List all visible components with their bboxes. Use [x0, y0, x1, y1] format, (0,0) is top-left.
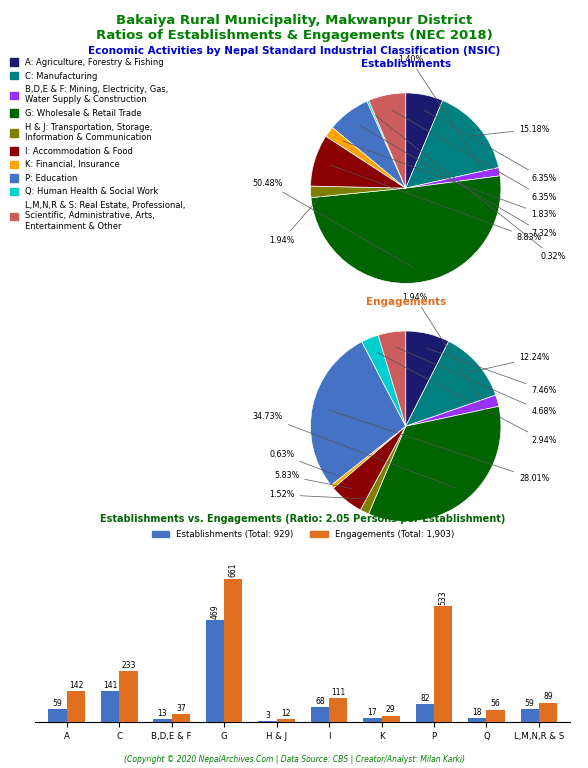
Text: 1.40%: 1.40% — [398, 55, 484, 172]
Bar — [434, 607, 452, 722]
Text: 7.46%: 7.46% — [427, 349, 556, 395]
Text: 34.73%: 34.73% — [252, 412, 455, 488]
Text: 18: 18 — [473, 708, 482, 717]
Legend: A: Agriculture, Forestry & Fishing, C: Manufacturing, B,D,E & F: Mining, Electri: A: Agriculture, Forestry & Fishing, C: M… — [10, 58, 186, 230]
Bar — [101, 691, 119, 722]
Wedge shape — [378, 331, 406, 426]
Wedge shape — [369, 93, 406, 188]
Text: 661: 661 — [229, 563, 238, 578]
Text: 29: 29 — [386, 705, 396, 714]
Bar — [329, 698, 348, 722]
Text: 469: 469 — [211, 604, 219, 619]
Text: 3: 3 — [265, 711, 270, 720]
Bar — [382, 716, 400, 722]
Wedge shape — [333, 426, 406, 510]
Text: 12: 12 — [281, 709, 290, 718]
Text: 13: 13 — [158, 709, 168, 718]
Text: 111: 111 — [331, 687, 345, 697]
Wedge shape — [406, 341, 496, 426]
Wedge shape — [406, 93, 443, 188]
Bar — [67, 691, 85, 722]
Text: 6.35%: 6.35% — [424, 110, 556, 183]
Wedge shape — [406, 167, 500, 188]
Wedge shape — [369, 406, 501, 521]
Text: 1.83%: 1.83% — [343, 141, 556, 220]
Title: Establishments: Establishments — [360, 59, 451, 69]
Wedge shape — [310, 342, 406, 485]
Text: 533: 533 — [439, 591, 447, 605]
Bar — [486, 710, 505, 722]
Text: 0.32%: 0.32% — [376, 116, 566, 261]
Bar — [520, 709, 539, 722]
Wedge shape — [311, 176, 501, 283]
Text: 89: 89 — [543, 692, 553, 701]
Text: 1.52%: 1.52% — [269, 490, 368, 499]
Text: 68: 68 — [315, 697, 325, 706]
Wedge shape — [332, 101, 406, 188]
Wedge shape — [326, 127, 406, 188]
Bar — [48, 709, 67, 722]
Text: Ratios of Establishments & Engagements (NEC 2018): Ratios of Establishments & Engagements (… — [96, 29, 492, 42]
Text: 233: 233 — [121, 661, 136, 670]
Text: 141: 141 — [103, 681, 117, 690]
Text: 56: 56 — [491, 700, 500, 709]
Text: 15.18%: 15.18% — [470, 124, 549, 136]
Bar — [363, 718, 382, 722]
Wedge shape — [310, 186, 406, 197]
Bar — [153, 719, 172, 722]
Wedge shape — [310, 136, 406, 188]
Bar — [276, 720, 295, 722]
Bar — [172, 714, 190, 722]
Bar — [119, 671, 138, 722]
Text: 4.68%: 4.68% — [396, 347, 556, 416]
Wedge shape — [406, 331, 449, 426]
Bar — [310, 707, 329, 722]
Text: 6.35%: 6.35% — [392, 110, 556, 202]
Text: 59: 59 — [525, 699, 534, 708]
Text: 28.01%: 28.01% — [329, 410, 549, 483]
Text: 82: 82 — [420, 694, 430, 703]
Wedge shape — [362, 335, 406, 426]
Wedge shape — [406, 101, 499, 188]
Legend: Establishments (Total: 929), Engagements (Total: 1,903): Establishments (Total: 929), Engagements… — [148, 527, 457, 543]
Text: 2.94%: 2.94% — [377, 353, 557, 445]
Title: Establishments vs. Engagements (Ratio: 2.05 Persons per Establishment): Establishments vs. Engagements (Ratio: 2… — [100, 515, 506, 525]
Text: 0.63%: 0.63% — [269, 450, 340, 477]
Text: Economic Activities by Nepal Standard Industrial Classification (NSIC): Economic Activities by Nepal Standard In… — [88, 46, 500, 56]
Title: Engagements: Engagements — [366, 297, 446, 307]
Bar — [224, 579, 242, 722]
Text: 50.48%: 50.48% — [252, 179, 413, 267]
Text: 12.24%: 12.24% — [469, 353, 550, 372]
Bar — [468, 718, 486, 722]
Wedge shape — [331, 426, 406, 488]
Bar — [539, 703, 557, 722]
Text: 1.94%: 1.94% — [269, 194, 323, 245]
Text: 37: 37 — [176, 703, 186, 713]
Text: 8.83%: 8.83% — [331, 165, 542, 242]
Bar — [416, 704, 434, 722]
Text: 7.32%: 7.32% — [359, 125, 557, 238]
Wedge shape — [406, 395, 499, 426]
Text: 5.83%: 5.83% — [274, 472, 352, 488]
Text: 17: 17 — [368, 708, 377, 717]
Text: (Copyright © 2020 NepalArchives.Com | Data Source: CBS | Creator/Analyst: Milan : (Copyright © 2020 NepalArchives.Com | Da… — [123, 755, 465, 764]
Text: 59: 59 — [53, 699, 62, 708]
Text: 1.94%: 1.94% — [403, 293, 482, 402]
Wedge shape — [360, 426, 406, 514]
Text: Bakaiya Rural Municipality, Makwanpur District: Bakaiya Rural Municipality, Makwanpur Di… — [116, 14, 472, 27]
Wedge shape — [367, 101, 406, 188]
Bar — [206, 621, 224, 722]
Text: 142: 142 — [69, 681, 83, 690]
